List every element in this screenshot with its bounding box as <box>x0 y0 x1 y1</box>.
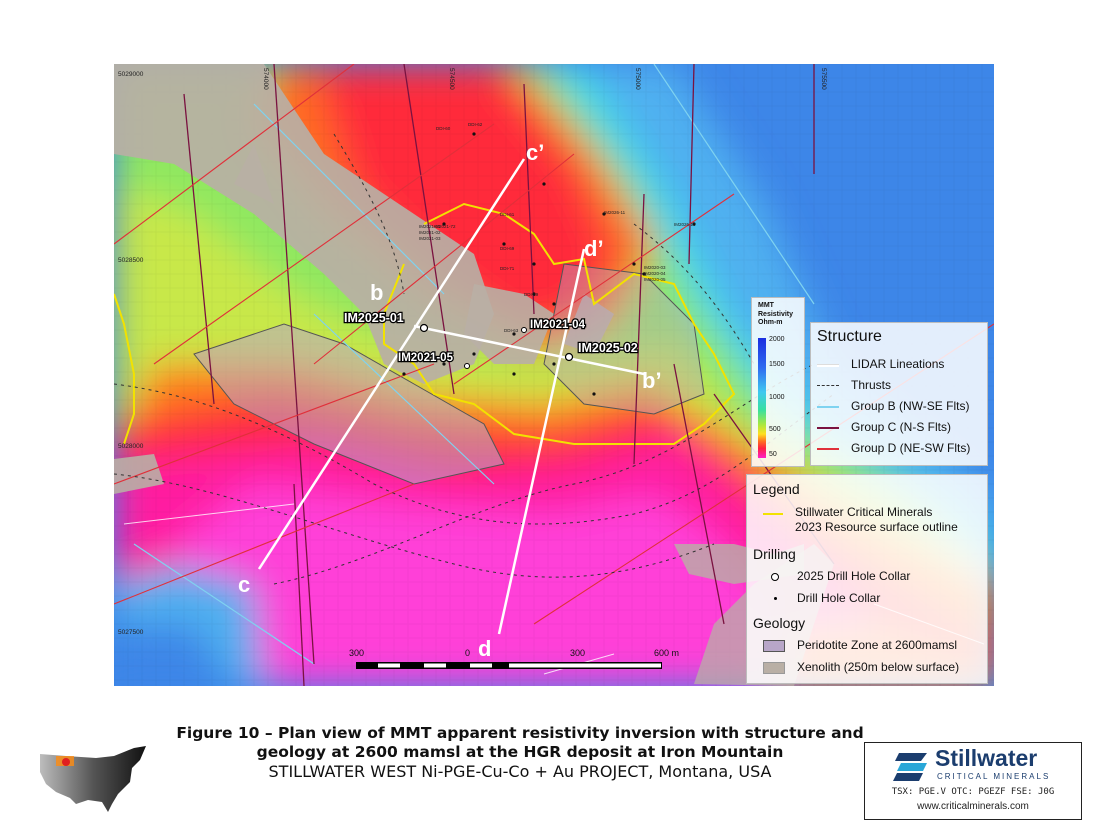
structure-legend-title: Structure <box>817 328 882 345</box>
section-b-label: b <box>370 280 383 305</box>
northing-5028500: 5028500 <box>118 257 144 264</box>
logo-subtitle: CRITICAL MINERALS <box>937 772 1051 781</box>
svg-text:DDI-71: DDI-71 <box>500 266 515 271</box>
hole-label-im2021-05: IM2021-05 <box>398 352 454 364</box>
resistivity-tick-50: 50 <box>769 451 777 458</box>
svg-text:DDI-61: DDI-61 <box>500 212 515 217</box>
svg-text:DDI-59: DDI-59 <box>524 292 539 297</box>
legend-group-b: Group B (NW-SE Flts) <box>815 399 985 420</box>
resistivity-tick-1500: 1500 <box>769 361 785 368</box>
collar-2025-02 <box>564 352 574 362</box>
resistivity-title-2: Resistivity <box>758 310 794 318</box>
legend-group-d: Group D (NE-SW Flts) <box>815 441 985 462</box>
scale-label-0: 0 <box>465 648 470 658</box>
northing-5027500: 5027500 <box>118 629 144 636</box>
lidar-swatch <box>817 364 839 367</box>
hole-label-im2021-04: IM2021-04 <box>530 319 586 331</box>
resource-label-2: 2023 Resource surface outline <box>795 520 958 534</box>
scale-label-300: 300 <box>570 648 585 658</box>
caption-line-1: Figure 10 – Plan view of MMT apparent re… <box>176 724 864 742</box>
scale-label-600: 600 m <box>654 648 679 658</box>
structure-legend: Structure LIDAR Lineations Thrusts Group… <box>810 322 988 466</box>
logo-tickers: TSX: PGE.V OTC: PGEZF FSE: J0G <box>891 787 1055 797</box>
group-b-faults <box>133 64 815 665</box>
xenolith-swatch <box>763 662 785 674</box>
collar-swatch <box>774 597 777 600</box>
group-b-swatch <box>817 406 839 408</box>
svg-text:IM2021-72: IM2021-72 <box>434 224 456 229</box>
svg-text:DDI-62: DDI-62 <box>468 122 483 127</box>
section-d-prime-label: d’ <box>584 236 604 261</box>
easting-575000: 575000 <box>634 68 641 90</box>
main-legend: Legend Stillwater Critical Minerals 2023… <box>746 474 988 684</box>
easting-575500: 575500 <box>820 68 827 90</box>
resource-outline-swatch <box>763 513 783 515</box>
hole-2021-05 <box>464 363 470 369</box>
collar-2025-01 <box>419 323 429 333</box>
figure-caption: Figure 10 – Plan view of MMT apparent re… <box>150 724 890 781</box>
collar-label-im2025-02: IM2025-02 <box>578 341 638 355</box>
svg-text:IM2021-01: IM2021-01 <box>419 224 441 229</box>
section-lines <box>257 158 645 635</box>
legend-title: Legend <box>753 481 800 497</box>
thrust-swatch <box>817 385 839 386</box>
resistivity-title-3: Ohm-m <box>758 319 783 326</box>
drilling-title: Drilling <box>753 546 796 562</box>
collar-label: Drill Hole Collar <box>797 591 881 605</box>
xenolith-label: Xenolith (250m below surface) <box>797 660 960 674</box>
northing-5029000: 5029000 <box>118 71 144 78</box>
svg-text:IM2026-10: IM2026-10 <box>674 222 696 227</box>
thrust-lines <box>114 133 835 585</box>
legend-thrusts: Thrusts <box>815 378 985 399</box>
resistivity-tick-1000: 1000 <box>769 394 785 401</box>
section-c-prime-label: c’ <box>526 140 544 165</box>
group-c-swatch <box>817 427 839 429</box>
resistivity-color-ramp <box>758 338 766 458</box>
collar-label-im2025-01: IM2025-01 <box>344 311 404 325</box>
svg-text:IM2026-11: IM2026-11 <box>604 210 626 215</box>
legend-lidar: LIDAR Lineations <box>815 357 985 378</box>
usa-location-map <box>36 742 150 814</box>
drill-collars <box>402 132 696 396</box>
svg-text:IM2021-02: IM2021-02 <box>419 230 441 235</box>
svg-text:DDI-60: DDI-60 <box>436 126 451 131</box>
svg-text:DDI-69: DDI-69 <box>500 246 515 251</box>
resistivity-legend: MMT Resistivity Ohm-m 2000 1500 1000 500… <box>751 297 805 467</box>
section-d-label: d <box>478 636 491 661</box>
resistivity-tick-2000: 2000 <box>769 336 785 343</box>
logo-name: Stillwater <box>935 745 1038 771</box>
svg-text:DDI-63: DDI-63 <box>504 328 519 333</box>
usa-map-icon <box>40 746 146 812</box>
section-c-label: c <box>238 572 250 597</box>
coordinate-labels: 5029000 5028500 5028000 5027500 574000 5… <box>118 68 827 636</box>
collar-2025-label: 2025 Drill Hole Collar <box>797 569 911 583</box>
resource-outline <box>383 202 736 445</box>
resistivity-title-1: MMT <box>758 302 774 309</box>
peridotite-swatch <box>763 640 785 652</box>
geology-title: Geology <box>753 615 806 631</box>
collar-2025-swatch <box>771 573 779 581</box>
legend-group-c: Group C (N-S Flts) <box>815 420 985 441</box>
caption-line-2: geology at 2600 mamsl at the HGR deposit… <box>256 743 784 761</box>
peridotite-label: Peridotite Zone at 2600mamsl <box>797 638 958 652</box>
svg-text:IM2021-03: IM2021-03 <box>419 236 441 241</box>
easting-574000: 574000 <box>262 68 269 90</box>
scale-label-300-left: 300 <box>349 648 364 658</box>
small-hole-labels: IM2026-11 IM2026-10 IM2020-03 IM2020-04 … <box>419 122 696 333</box>
logo-url: www.criticalminerals.com <box>917 801 1029 812</box>
caption-line-3: STILLWATER WEST Ni-PGE-Cu-Co + Au PROJEC… <box>268 762 772 781</box>
northing-5028000: 5028000 <box>118 443 144 450</box>
svg-text:IM2020-04: IM2020-04 <box>644 271 666 276</box>
scale-bar: 300 0 300 600 m <box>349 648 679 669</box>
section-b-prime-label: b’ <box>642 368 662 393</box>
logo-mark-icon <box>893 753 927 781</box>
group-d-swatch <box>817 448 839 450</box>
svg-text:IM2020-03: IM2020-03 <box>644 265 666 270</box>
svg-text:IM2020-05: IM2020-05 <box>644 277 666 282</box>
resource-label-1: Stillwater Critical Minerals <box>795 505 933 519</box>
hole-2021-04 <box>521 327 527 333</box>
easting-574500: 574500 <box>448 68 455 90</box>
company-logo: Stillwater CRITICAL MINERALS TSX: PGE.V … <box>864 742 1082 820</box>
resistivity-tick-500: 500 <box>769 426 781 433</box>
